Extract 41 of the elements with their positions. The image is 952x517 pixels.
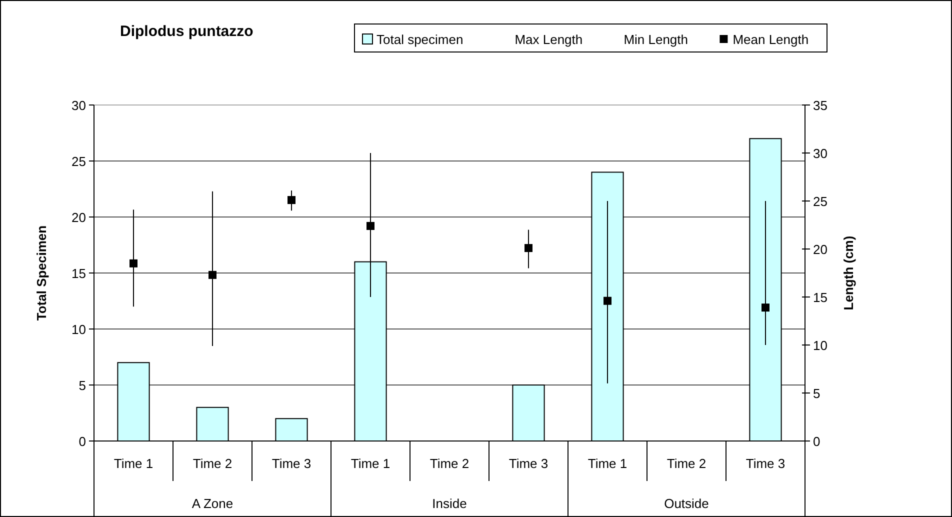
y2-tick-label: 30 (813, 146, 828, 161)
point (130, 259, 138, 268)
x-tick-label: Time 3 (746, 456, 786, 471)
x-tick-label: Time 1 (350, 456, 390, 471)
legend-label: Total specimen (376, 32, 464, 47)
point (366, 222, 374, 230)
legend-label: Min Length (624, 32, 688, 47)
point (288, 196, 296, 204)
x-tick-label: Time 1 (114, 456, 154, 471)
y2-tick-label: 5 (813, 386, 820, 401)
y-tick-label: 25 (72, 154, 86, 169)
text: Outside (664, 496, 709, 511)
y2-tick-label: 35 (813, 98, 828, 113)
y-tick-label: 30 (72, 98, 86, 113)
point (208, 270, 216, 279)
y2-tick-label: 15 (813, 290, 828, 305)
x-tick-label: Time 3 (272, 456, 312, 471)
x-tick-label: Time 2 (666, 456, 706, 471)
point (762, 304, 770, 312)
y-tick-label: 20 (72, 210, 86, 225)
legend-label: Max Length (514, 32, 583, 47)
y-tick-label: 5 (78, 378, 86, 393)
legend-label: Mean Length (732, 32, 809, 47)
x-tick-label: Time 3 (508, 456, 548, 471)
y-tick-label: 10 (72, 322, 86, 337)
y2-axis-title: Length (cm) (841, 236, 856, 310)
chart-title: Diplodus puntazzo (120, 23, 254, 40)
y-tick-label: 15 (72, 266, 86, 281)
point (604, 296, 612, 305)
text: Inside (432, 496, 467, 511)
y2-tick-label: 25 (813, 194, 828, 209)
x-tick-label: Time 2 (430, 456, 470, 471)
y2-tick-label: 0 (813, 434, 820, 449)
text: A Zone (192, 496, 234, 511)
y2-tick-label: 20 (813, 242, 828, 257)
y-tick-label: 0 (78, 434, 86, 449)
x-tick-label: Time 1 (588, 456, 628, 471)
y-axis-title: Total Specimen (34, 225, 49, 321)
y2-tick-label: 10 (813, 338, 828, 353)
point (524, 244, 532, 252)
x-tick-label: Time 2 (192, 456, 232, 471)
